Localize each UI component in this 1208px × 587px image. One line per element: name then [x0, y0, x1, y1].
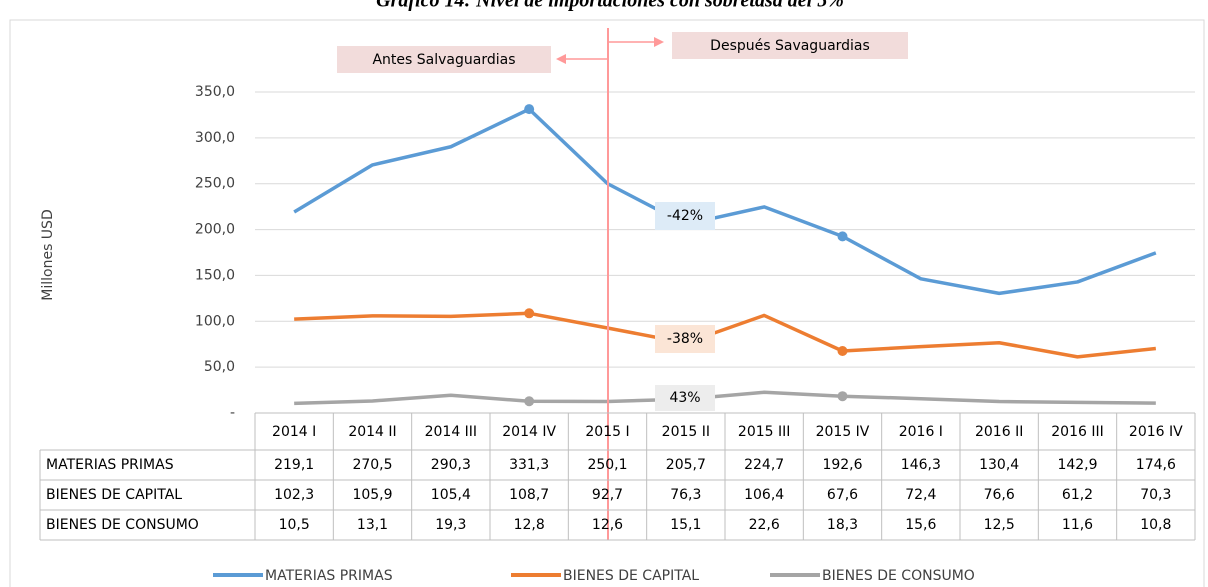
arrow-head — [654, 37, 664, 47]
table-value: 10,8 — [1140, 517, 1171, 533]
table-value: 105,9 — [352, 487, 392, 503]
table-value: 11,6 — [1062, 517, 1093, 533]
x-tick-label: 2016 I — [899, 424, 943, 440]
series-line — [294, 390, 1156, 406]
legend-label: BIENES DE CAPITAL — [563, 568, 699, 584]
marker — [837, 346, 848, 357]
table-value: 12,5 — [984, 517, 1015, 533]
y-tick-label: 50,0 — [204, 359, 235, 375]
y-tick-label: 250,0 — [195, 176, 235, 192]
chart-title: Gráfico 14: Nivel de importaciones con s… — [376, 0, 844, 12]
table-value: 331,3 — [509, 457, 549, 473]
table-value: 270,5 — [352, 457, 392, 473]
annotation-box — [672, 32, 908, 59]
chart-frame — [9, 19, 1205, 587]
table-value: 22,6 — [749, 517, 780, 533]
table-value: 15,6 — [905, 517, 936, 533]
x-tick-label: 2015 IV — [816, 424, 870, 440]
x-tick-label: 2016 II — [975, 424, 1023, 440]
row-label: BIENES DE CAPITAL — [46, 487, 182, 503]
series-line — [293, 107, 1157, 296]
marker — [524, 308, 535, 319]
x-tick-label: 2015 III — [738, 424, 790, 440]
table-value: 61,2 — [1062, 487, 1093, 503]
table-value: 219,1 — [274, 457, 314, 473]
table-value: 70,3 — [1140, 487, 1171, 503]
annotation-box — [655, 325, 715, 353]
y-tick-label: 100,0 — [195, 313, 235, 329]
x-tick-label: 2016 III — [1051, 424, 1103, 440]
table-value: 106,4 — [744, 487, 784, 503]
table-value: 92,7 — [592, 487, 623, 503]
arrow-head — [556, 54, 566, 64]
table-value: 13,1 — [357, 517, 388, 533]
x-tick-label: 2014 II — [348, 424, 396, 440]
row-label: BIENES DE CONSUMO — [46, 517, 199, 533]
y-tick-label: 200,0 — [195, 222, 235, 238]
annotation: Antes Salvaguardias — [372, 52, 515, 68]
table-value: 192,6 — [822, 457, 862, 473]
marker — [524, 104, 535, 115]
x-tick-label: 2014 III — [425, 424, 477, 440]
table-value: 18,3 — [827, 517, 858, 533]
table-value: 102,3 — [274, 487, 314, 503]
table-value: 10,5 — [279, 517, 310, 533]
marker — [524, 396, 535, 407]
annotation-box — [655, 385, 715, 411]
table-value: 142,9 — [1057, 457, 1097, 473]
y-axis-label: Millones USD — [40, 209, 56, 300]
table-value: 105,4 — [431, 487, 471, 503]
table-value: 19,3 — [435, 517, 466, 533]
y-tick-label: 150,0 — [195, 267, 235, 283]
marker — [837, 231, 848, 242]
legend-label: BIENES DE CONSUMO — [822, 568, 975, 584]
table-value: 108,7 — [509, 487, 549, 503]
annotation: -38% — [667, 331, 703, 347]
table-value: 67,6 — [827, 487, 858, 503]
annotation: 43% — [669, 390, 700, 406]
y-tick-label: - — [230, 405, 235, 421]
table-value: 15,1 — [670, 517, 701, 533]
table-value: 12,6 — [592, 517, 623, 533]
annotation: Después Savaguardias — [710, 38, 870, 54]
table-value: 72,4 — [905, 487, 936, 503]
series-line — [294, 311, 1157, 359]
y-tick-label: 300,0 — [195, 130, 235, 146]
annotation-box — [655, 202, 715, 230]
table-value: 146,3 — [901, 457, 941, 473]
y-tick-label: 350,0 — [195, 84, 235, 100]
x-tick-label: 2015 I — [585, 424, 629, 440]
annotation: -42% — [667, 208, 703, 224]
marker — [837, 391, 848, 402]
x-tick-label: 2015 II — [662, 424, 710, 440]
x-tick-label: 2014 I — [272, 424, 316, 440]
annotation-box — [337, 46, 551, 73]
table-value: 12,8 — [514, 517, 545, 533]
table-value: 250,1 — [587, 457, 627, 473]
table-value: 76,3 — [670, 487, 701, 503]
x-tick-label: 2016 IV — [1129, 424, 1183, 440]
table-value: 290,3 — [431, 457, 471, 473]
table-value: 224,7 — [744, 457, 784, 473]
table-value: 205,7 — [666, 457, 706, 473]
table-value: 76,6 — [984, 487, 1015, 503]
x-tick-label: 2014 IV — [502, 424, 556, 440]
table-value: 174,6 — [1136, 457, 1176, 473]
table-value: 130,4 — [979, 457, 1019, 473]
row-label: MATERIAS PRIMAS — [46, 457, 174, 473]
legend-label: MATERIAS PRIMAS — [265, 568, 393, 584]
